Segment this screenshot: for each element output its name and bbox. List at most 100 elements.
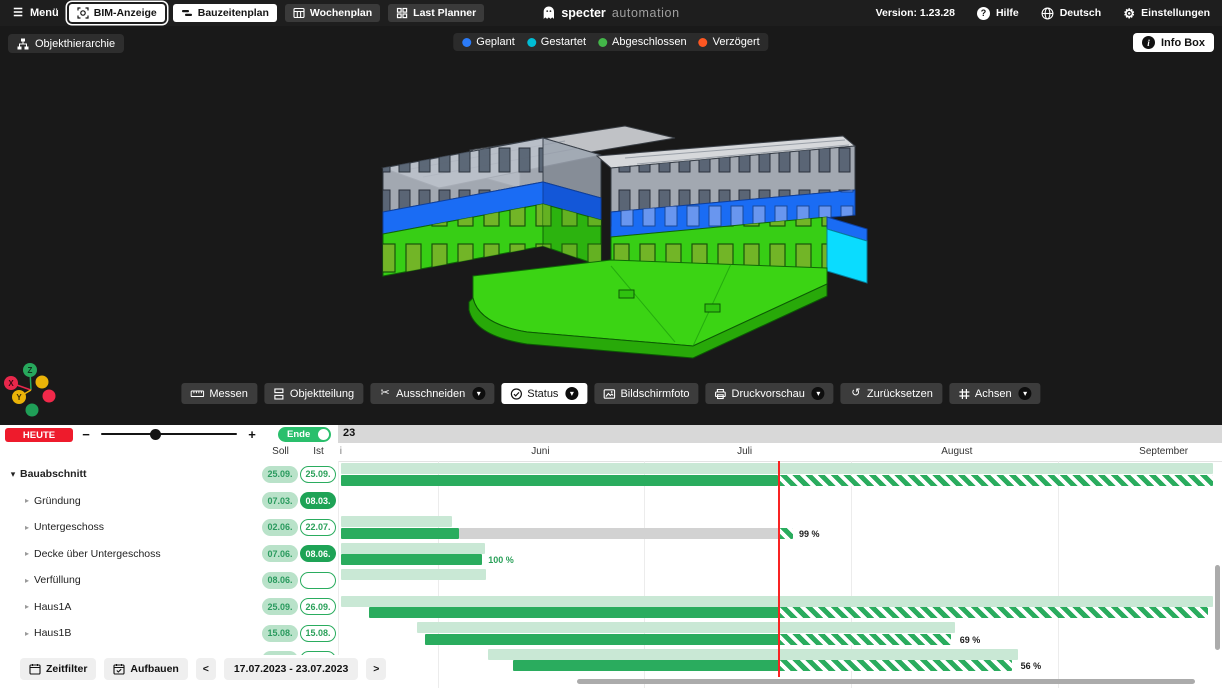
- prev-week-button[interactable]: <: [195, 658, 216, 680]
- menu-button[interactable]: ☰ Menü: [12, 7, 59, 20]
- expand-arrow-icon[interactable]: ▸: [24, 628, 29, 638]
- today-button[interactable]: HEUTE: [5, 428, 73, 442]
- tool-button-objektteilung[interactable]: Objektteilung: [263, 383, 364, 404]
- soll-bar[interactable]: [341, 542, 485, 554]
- tool-button-ausschneiden[interactable]: ✂ Ausschneiden ▾: [370, 383, 495, 404]
- gantt-row-untergeschoss[interactable]: ▸ Untergeschoss 02.06. 22.07.: [0, 514, 338, 541]
- legend-label: Geplant: [476, 36, 515, 48]
- soll-date-pill[interactable]: 15.08.: [262, 624, 298, 642]
- orientation-gizmo[interactable]: Z X Y: [2, 356, 72, 420]
- soll-date-pill[interactable]: 25.09.: [262, 465, 298, 483]
- ende-toggle-label: Ende: [287, 429, 311, 440]
- date-range-display[interactable]: 17.07.2023 - 23.07.2023: [223, 658, 359, 680]
- row-label: Bauabschnitt: [20, 468, 87, 481]
- collapse-arrow-icon[interactable]: ▾: [10, 468, 16, 479]
- gantt-row-gründung[interactable]: ▸ Gründung 07.03. 08.03.: [0, 488, 338, 515]
- ende-toggle[interactable]: Ende: [278, 427, 331, 442]
- ist-date-pill[interactable]: 15.08.: [300, 624, 336, 642]
- settings-button[interactable]: ⚙ Einstellungen: [1123, 7, 1210, 20]
- month-label-juli: Juli: [737, 446, 753, 457]
- expand-arrow-icon[interactable]: ▸: [24, 602, 29, 612]
- timeline-week-header[interactable]: 23: [338, 425, 1222, 443]
- ist-date-pill[interactable]: 25.09.: [300, 465, 336, 483]
- ist-date-pill[interactable]: 08.03.: [300, 492, 336, 509]
- ist-date-pill[interactable]: 26.09.: [300, 598, 336, 615]
- nav-button-bim-anzeige[interactable]: BIM-Anzeige: [68, 4, 165, 22]
- nav-button-last-planner[interactable]: Last Planner: [388, 4, 485, 22]
- hatch-bar[interactable]: [778, 474, 1213, 486]
- next-week-button[interactable]: >: [366, 658, 387, 680]
- menu-icon: ☰: [13, 6, 23, 19]
- ist-date-pill[interactable]: [300, 571, 336, 589]
- tool-button-label: Zurücksetzen: [866, 387, 933, 400]
- top-bar-left: ☰ Menü BIM-Anzeige Bauzeitenplan Wochenpla…: [12, 4, 485, 22]
- gantt-row-verfüllung[interactable]: ▸ Verfüllung 08.06.: [0, 567, 338, 594]
- zoom-in-button[interactable]: +: [248, 426, 256, 442]
- month-gridline: [1057, 461, 1059, 688]
- soll-bar[interactable]: [416, 622, 956, 633]
- gantt-row-haus1a[interactable]: ▸ Haus1A 25.09. 26.09.: [0, 594, 338, 621]
- soll-date-pill[interactable]: 02.06.: [262, 518, 298, 536]
- ist-bar[interactable]: [369, 607, 779, 618]
- zoom-slider-track[interactable]: [101, 428, 237, 440]
- vertical-scrollbar[interactable]: [1215, 565, 1220, 650]
- ist-bar[interactable]: [341, 474, 779, 486]
- ist-date-pill[interactable]: 08.06.: [300, 545, 336, 562]
- chevron-down-icon[interactable]: ▾: [1018, 387, 1032, 400]
- zeitfilter-button[interactable]: Zeitfilter: [20, 658, 97, 680]
- bim-model-3d[interactable]: [375, 98, 875, 393]
- gantt-lane-decke-über-untergeschoss: 100 %: [339, 541, 1222, 568]
- printer-icon: [715, 387, 727, 400]
- expand-arrow-icon[interactable]: ▸: [24, 549, 29, 559]
- soll-bar[interactable]: [488, 648, 1019, 660]
- tool-button-label: Objektteilung: [289, 387, 355, 400]
- horizontal-scrollbar[interactable]: [577, 679, 1195, 684]
- ist-date-pill[interactable]: 22.07.: [300, 518, 336, 536]
- hatch-bar[interactable]: [778, 607, 1208, 618]
- expand-arrow-icon[interactable]: ▸: [24, 575, 29, 585]
- expand-arrow-icon[interactable]: ▸: [24, 522, 29, 532]
- status-legend: Geplant Gestartet Abgeschlossen Verzögert: [453, 33, 769, 51]
- hatch-bar[interactable]: [778, 660, 1013, 671]
- gray-bar[interactable]: [459, 527, 779, 539]
- 3d-viewport[interactable]: Objekthierarchie Geplant Gestartet Abgesch…: [0, 26, 1222, 425]
- soll-bar[interactable]: [341, 463, 1213, 474]
- soll-bar[interactable]: [341, 516, 453, 527]
- tool-button-status[interactable]: Status ▾: [501, 383, 588, 404]
- soll-bar[interactable]: [341, 569, 486, 580]
- aufbauen-button[interactable]: Aufbauen: [104, 658, 188, 680]
- zoom-slider-knob[interactable]: [150, 428, 162, 440]
- soll-date-pill[interactable]: 08.06.: [262, 571, 298, 589]
- chevron-down-icon[interactable]: ▾: [472, 387, 486, 400]
- tool-button-zurücksetzen[interactable]: ↺ Zurücksetzen: [840, 383, 942, 404]
- language-button[interactable]: Deutsch: [1041, 7, 1101, 20]
- soll-date-pill[interactable]: 07.06.: [262, 545, 298, 562]
- brand-logo: specter automation: [542, 6, 679, 20]
- hatch-bar[interactable]: [778, 527, 794, 539]
- hatch-bar[interactable]: [778, 633, 951, 645]
- ist-bar[interactable]: [512, 660, 779, 671]
- gantt-row-decke-über-untergeschoss[interactable]: ▸ Decke über Untergeschoss 07.06. 08.06.: [0, 541, 338, 568]
- tool-button-messen[interactable]: Messen: [181, 383, 257, 404]
- nav-button-label: Last Planner: [413, 7, 477, 19]
- expand-arrow-icon[interactable]: ▸: [24, 496, 29, 506]
- tool-button-bildschirmfoto[interactable]: Bildschirmfoto: [594, 383, 699, 404]
- ist-bar[interactable]: [341, 527, 460, 539]
- tool-button-achsen[interactable]: Achsen ▾: [948, 383, 1041, 404]
- help-button[interactable]: ? Hilfe: [976, 6, 1019, 20]
- chevron-down-icon[interactable]: ▾: [811, 387, 825, 400]
- ist-bar[interactable]: [424, 633, 779, 645]
- nav-button-wochenplan[interactable]: Wochenplan: [284, 4, 381, 22]
- gantt-row-bauabschnitt[interactable]: ▾ Bauabschnitt 25.09. 25.09.: [0, 461, 338, 488]
- tool-button-druckvorschau[interactable]: Druckvorschau ▾: [705, 383, 834, 404]
- ist-bar[interactable]: [341, 554, 483, 565]
- zoom-out-button[interactable]: −: [82, 426, 90, 442]
- info-box-button[interactable]: i Info Box: [1133, 33, 1214, 52]
- nav-button-bauzeitenplan[interactable]: Bauzeitenplan: [172, 4, 277, 22]
- chevron-down-icon[interactable]: ▾: [565, 387, 579, 400]
- soll-date-pill[interactable]: 25.09.: [262, 598, 298, 615]
- soll-date-pill[interactable]: 07.03.: [262, 492, 298, 509]
- object-hierarchy-button[interactable]: Objekthierarchie: [8, 34, 125, 53]
- gantt-row-haus1b[interactable]: ▸ Haus1B 15.08. 15.08.: [0, 620, 338, 647]
- soll-bar[interactable]: [341, 595, 1213, 607]
